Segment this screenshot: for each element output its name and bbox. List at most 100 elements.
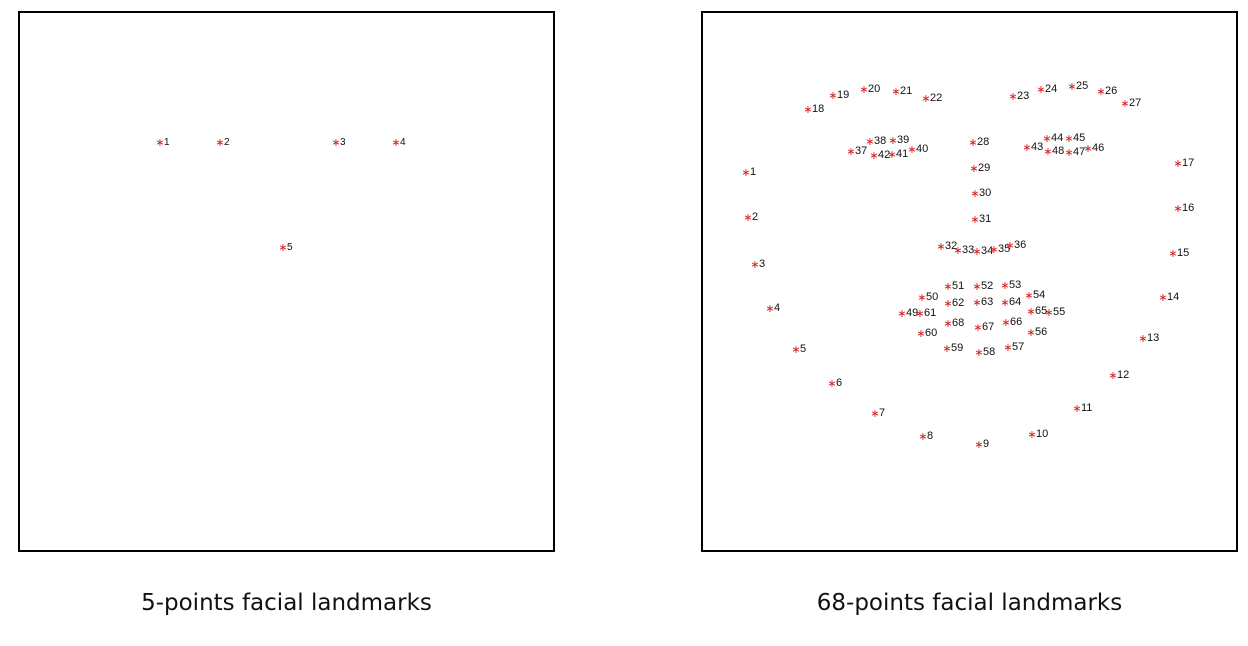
landmark-marker-icon: ∗ — [917, 291, 926, 304]
landmark-marker-icon: ∗ — [827, 377, 836, 390]
landmark-marker-icon: ∗ — [1026, 305, 1035, 318]
landmark-marker-icon: ∗ — [897, 307, 906, 320]
landmark-marker-icon: ∗ — [870, 407, 879, 420]
landmark-marker-icon: ∗ — [1072, 402, 1081, 415]
landmark-marker-icon: ∗ — [1000, 296, 1009, 309]
landmark-marker-icon: ∗ — [1005, 239, 1014, 252]
sixty-eight-point-landmark-42: ∗ 42 — [869, 149, 890, 162]
landmark-number-label: 28 — [977, 136, 989, 148]
sixty-eight-point-landmark-10: ∗ 10 — [1027, 428, 1048, 441]
sixty-eight-point-landmarks-panel: ∗ 1 ∗ 2 ∗ 3 ∗ 4 ∗ 5 ∗ 6 ∗ 7 ∗ 8 ∗ 9 ∗ 10 ∗ 11 ∗ 12 ∗ 13 ∗ 14 ∗ 15 ∗ 16 ∗… — [701, 11, 1238, 552]
landmark-marker-icon: ∗ — [943, 297, 952, 310]
sixty-eight-point-landmark-64: ∗ 64 — [1000, 296, 1021, 309]
landmark-number-label: 31 — [979, 213, 991, 225]
landmark-marker-icon: ∗ — [888, 134, 897, 147]
sixty-eight-point-landmark-9: ∗ 9 — [974, 438, 989, 451]
landmark-number-label: 61 — [924, 307, 936, 319]
sixty-eight-point-landmark-2: ∗ 2 — [743, 211, 758, 224]
landmark-number-label: 5 — [800, 343, 806, 355]
landmark-number-label: 53 — [1009, 279, 1021, 291]
landmark-marker-icon: ∗ — [1168, 247, 1177, 260]
landmark-number-label: 68 — [952, 317, 964, 329]
landmark-marker-icon: ∗ — [953, 244, 962, 257]
landmark-number-label: 42 — [878, 149, 890, 161]
sixty-eight-point-landmark-24: ∗ 24 — [1036, 83, 1057, 96]
sixty-eight-point-landmark-23: ∗ 23 — [1008, 90, 1029, 103]
sixty-eight-point-landmark-14: ∗ 14 — [1158, 291, 1179, 304]
landmark-number-label: 27 — [1129, 97, 1141, 109]
landmark-number-label: 62 — [952, 297, 964, 309]
sixty-eight-point-landmark-44: ∗ 44 — [1042, 132, 1063, 145]
landmark-number-label: 25 — [1076, 80, 1088, 92]
landmark-number-label: 60 — [925, 327, 937, 339]
landmark-number-label: 32 — [945, 240, 957, 252]
sixty-eight-point-landmark-16: ∗ 16 — [1173, 202, 1194, 215]
landmark-marker-icon: ∗ — [215, 136, 224, 149]
landmark-number-label: 64 — [1009, 296, 1021, 308]
landmark-marker-icon: ∗ — [970, 187, 979, 200]
landmark-marker-icon: ∗ — [921, 92, 930, 105]
sixty-eight-point-landmark-66: ∗ 66 — [1001, 316, 1022, 329]
landmark-marker-icon: ∗ — [936, 240, 945, 253]
landmark-number-label: 22 — [930, 92, 942, 104]
landmark-marker-icon: ∗ — [1027, 428, 1036, 441]
landmark-marker-icon: ∗ — [1064, 132, 1073, 145]
sixty-eight-point-landmark-40: ∗ 40 — [907, 143, 928, 156]
landmark-number-label: 13 — [1147, 332, 1159, 344]
landmark-number-label: 54 — [1033, 289, 1045, 301]
sixty-eight-point-landmark-55: ∗ 55 — [1044, 306, 1065, 319]
landmark-marker-icon: ∗ — [974, 346, 983, 359]
landmark-marker-icon: ∗ — [828, 89, 837, 102]
landmark-marker-icon: ∗ — [907, 143, 916, 156]
sixty-eight-point-landmark-54: ∗ 54 — [1024, 289, 1045, 302]
sixty-eight-point-landmark-30: ∗ 30 — [970, 187, 991, 200]
sixty-eight-point-landmark-68: ∗ 68 — [943, 317, 964, 330]
sixty-eight-point-landmark-22: ∗ 22 — [921, 92, 942, 105]
landmark-marker-icon: ∗ — [1044, 306, 1053, 319]
landmark-marker-icon: ∗ — [1108, 369, 1117, 382]
sixty-eight-point-landmark-67: ∗ 67 — [973, 321, 994, 334]
sixty-eight-point-landmark-65: ∗ 65 — [1026, 305, 1047, 318]
landmark-marker-icon: ∗ — [791, 343, 800, 356]
landmark-marker-icon: ∗ — [846, 145, 855, 158]
sixty-eight-point-landmark-32: ∗ 32 — [936, 240, 957, 253]
landmark-number-label: 11 — [1081, 402, 1092, 414]
landmark-number-label: 47 — [1073, 146, 1085, 158]
five-point-landmarks-panel: ∗ 1 ∗ 2 ∗ 3 ∗ 4 ∗ 5 — [18, 11, 555, 552]
landmark-number-label: 67 — [982, 321, 994, 333]
landmark-number-label: 66 — [1010, 316, 1022, 328]
landmark-marker-icon: ∗ — [972, 245, 981, 258]
landmark-number-label: 52 — [981, 280, 993, 292]
landmark-number-label: 23 — [1017, 90, 1029, 102]
landmark-number-label: 15 — [1177, 247, 1189, 259]
landmark-number-label: 2 — [752, 211, 758, 223]
sixty-eight-point-landmark-4: ∗ 4 — [765, 302, 780, 315]
landmark-number-label: 40 — [916, 143, 928, 155]
landmark-number-label: 6 — [836, 377, 842, 389]
landmark-number-label: 38 — [874, 135, 886, 147]
landmark-marker-icon: ∗ — [1008, 90, 1017, 103]
sixty-eight-point-landmark-34: ∗ 34 — [972, 245, 993, 258]
landmark-number-label: 45 — [1073, 132, 1085, 144]
landmark-marker-icon: ∗ — [803, 103, 812, 116]
landmark-number-label: 50 — [926, 291, 938, 303]
sixty-eight-point-caption: 68-points facial landmarks — [816, 590, 1123, 616]
landmark-marker-icon: ∗ — [916, 327, 925, 340]
sixty-eight-point-landmark-15: ∗ 15 — [1168, 247, 1189, 260]
landmark-number-label: 49 — [906, 307, 918, 319]
landmark-marker-icon: ∗ — [331, 136, 340, 149]
sixty-eight-point-landmark-59: ∗ 59 — [942, 342, 963, 355]
landmark-number-label: 4 — [774, 302, 780, 314]
landmark-marker-icon: ∗ — [869, 149, 878, 162]
sixty-eight-point-landmark-36: ∗ 36 — [1005, 239, 1026, 252]
sixty-eight-point-landmark-53: ∗ 53 — [1000, 279, 1021, 292]
landmark-number-label: 26 — [1105, 85, 1117, 97]
sixty-eight-point-landmark-39: ∗ 39 — [888, 134, 909, 147]
landmark-number-label: 2 — [224, 137, 230, 148]
landmark-number-label: 30 — [979, 187, 991, 199]
sixty-eight-point-landmark-11: ∗ 11 — [1072, 402, 1092, 415]
landmark-marker-icon: ∗ — [1096, 85, 1105, 98]
landmark-marker-icon: ∗ — [943, 280, 952, 293]
sixty-eight-point-landmark-41: ∗ 41 — [887, 148, 908, 161]
landmark-marker-icon: ∗ — [989, 243, 998, 256]
